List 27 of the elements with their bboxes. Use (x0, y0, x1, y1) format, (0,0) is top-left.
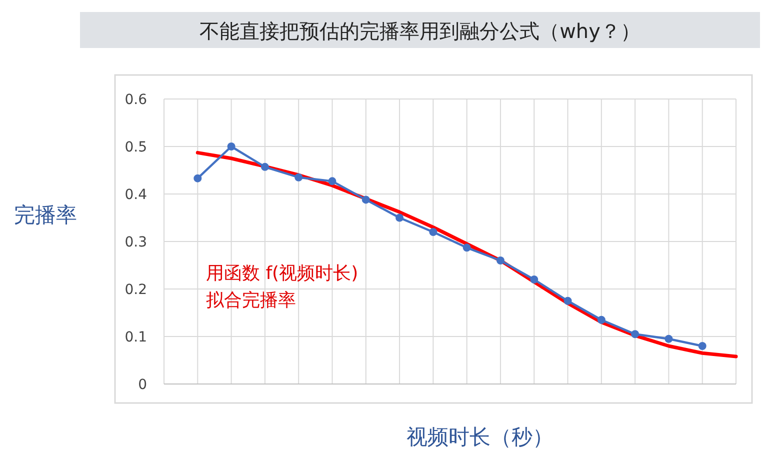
point (260, 162, 269, 171)
y-tick-label: 0.5 (124, 139, 147, 156)
chart-title: 不能直接把预估的完播率用到融分公式（why？） (200, 19, 640, 43)
x-axis-title: 视频时长（秒） (406, 425, 554, 449)
point (294, 173, 303, 182)
point (462, 244, 471, 252)
point (194, 174, 202, 182)
y-tick-label: 0.3 (124, 234, 147, 250)
y-tick-label: 0 (138, 376, 147, 393)
point (664, 334, 673, 343)
point (227, 142, 236, 150)
point (564, 296, 572, 305)
point (631, 330, 640, 338)
y-tick-label: 0.1 (124, 329, 147, 346)
annotation: 用函数 f(视频时长) 拟合完播率 (206, 263, 358, 311)
point (328, 177, 336, 186)
y-tick-label: 0.6 (124, 92, 148, 108)
point (396, 214, 404, 222)
point (530, 276, 538, 284)
point (597, 316, 606, 324)
point (496, 256, 504, 264)
y-tick-label: 0.4 (124, 186, 148, 203)
point (429, 228, 438, 236)
point (362, 196, 370, 204)
y-tick-label: 0.2 (124, 282, 147, 298)
point (698, 342, 706, 350)
y-axis-title: 完播率 (14, 203, 77, 227)
